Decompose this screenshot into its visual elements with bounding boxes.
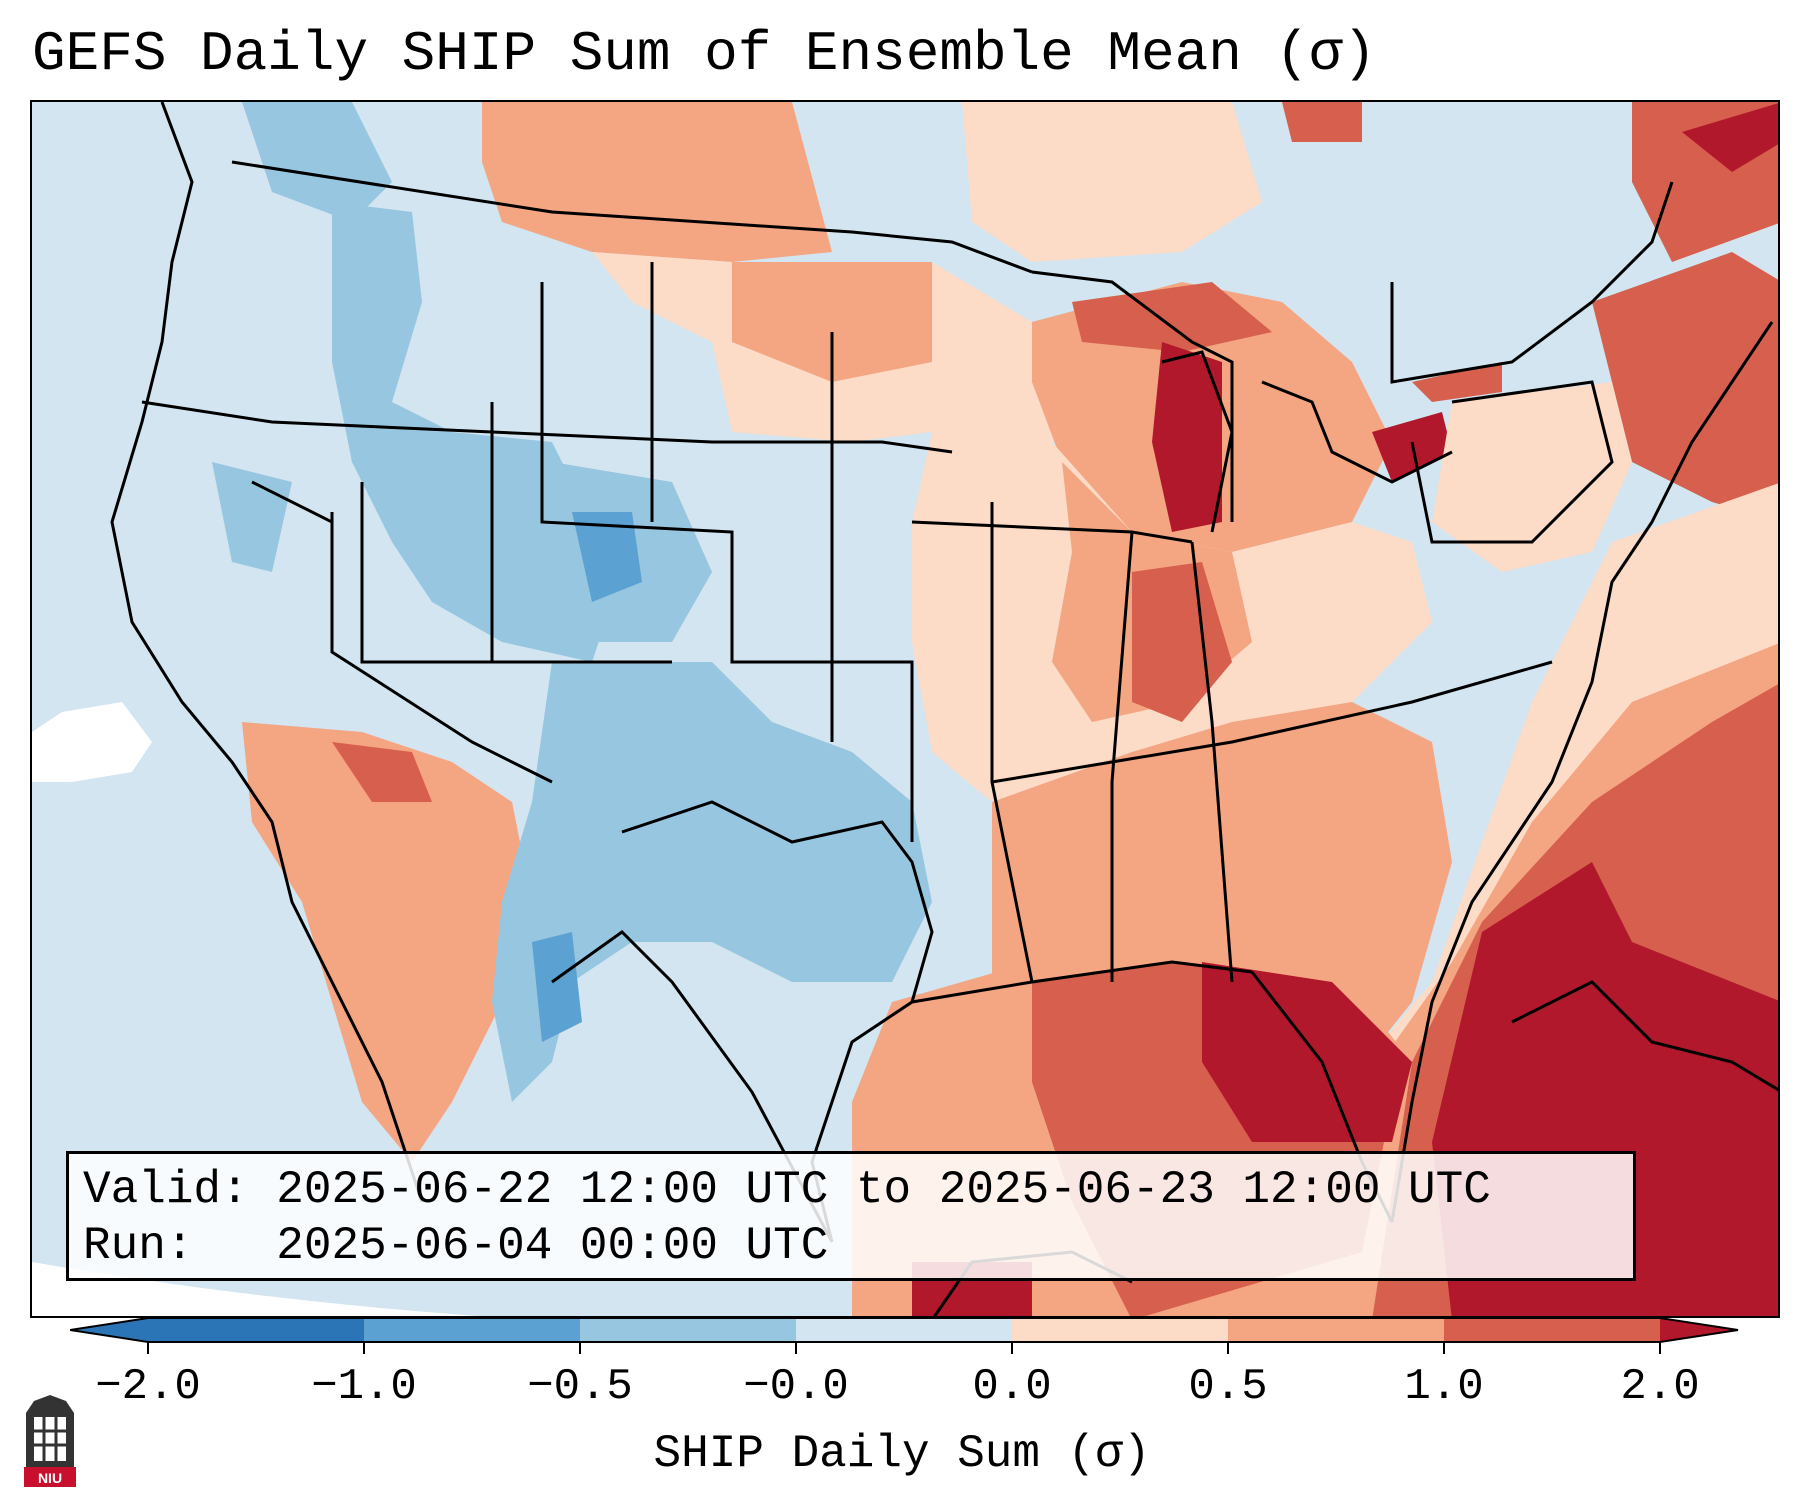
lake-michigan-west [1031, 270, 1234, 522]
lake-michigan-east [1161, 350, 1234, 533]
map-canvas [32, 102, 1778, 1316]
map-panel [30, 100, 1780, 1318]
logo-text: NIU [38, 1470, 62, 1486]
projection-edge [32, 1262, 477, 1316]
run-label: Run: [83, 1220, 194, 1272]
region-mid-atlantic [1432, 382, 1632, 572]
region-new-mexico-texas [492, 662, 932, 1102]
region-nevada [212, 462, 292, 572]
region-lake-michigan [1152, 342, 1222, 532]
michigan-erie [1261, 380, 1453, 484]
logo-banner [24, 1467, 76, 1487]
tick-label-2: −1.0 [311, 1362, 417, 1412]
ms-al [1110, 531, 1134, 982]
colorbar-bin-3 [580, 1318, 796, 1342]
region-hudson [1282, 102, 1362, 142]
colorbar-bin-5 [1012, 1318, 1228, 1342]
region-upper-michigan [1072, 282, 1272, 352]
valid-label: Valid: [83, 1164, 249, 1216]
region-bc-coast [242, 102, 392, 222]
colorbar-bin-2 [364, 1318, 580, 1342]
valid-value: 2025-06-22 12:00 UTC to 2025-06-23 12:00… [276, 1164, 1491, 1216]
colorbar-bin-4 [796, 1318, 1012, 1342]
texas-border [621, 800, 934, 1243]
region-gulf-dark [1202, 962, 1412, 1142]
colorbar-bin-6 [1228, 1318, 1444, 1342]
region-lake-ontario [1412, 362, 1502, 402]
region-sonora [332, 742, 432, 802]
mid-atlantic-lines [1410, 380, 1614, 544]
region-dakotas [732, 262, 932, 382]
kansas-oklahoma [732, 660, 914, 842]
state-line-2 [251, 480, 553, 784]
tick-label-7: 1.0 [1404, 1362, 1484, 1412]
bahamas-cuba [1511, 980, 1778, 1092]
tick-label-1: −2.0 [95, 1362, 201, 1412]
new-york-canada [1390, 181, 1674, 384]
region-northwest-mexico [242, 722, 532, 1162]
region-canada-prairies [482, 102, 832, 262]
region-idaho-wyoming [332, 202, 612, 662]
colorbar-extend-low [70, 1318, 148, 1342]
region-chihuahua-dark [532, 932, 582, 1042]
tn-nc [991, 660, 1553, 784]
al-ga [1190, 541, 1234, 983]
state-line-1 [141, 400, 953, 454]
tick-label-8: 2.0 [1620, 1362, 1700, 1412]
colorbar-extend-high [1660, 1318, 1738, 1342]
tick-label-5: 0.0 [972, 1362, 1052, 1412]
rio-grande [551, 930, 834, 1243]
colorbar-ticks [147, 1342, 1661, 1354]
niu-logo-icon: NIU [24, 1395, 76, 1487]
tick-label-6: 0.5 [1188, 1362, 1268, 1412]
run-value: 2025-06-04 00:00 UTC [276, 1220, 829, 1272]
region-pacific-white [32, 702, 152, 782]
west-coast [110, 102, 424, 1203]
gulf-coast [911, 960, 1253, 1004]
logo-windows [34, 1417, 66, 1461]
colorbar-label: SHIP Daily Sum (σ) [653, 1428, 1151, 1480]
map-title: GEFS Daily SHIP Sum of Ensemble Mean (σ) [32, 22, 1377, 86]
info-box: Valid: 2025-06-22 12:00 UTC to 2025-06-2… [66, 1151, 1636, 1281]
colorbar-bin-7 [1444, 1318, 1660, 1342]
region-new-england [1592, 252, 1778, 521]
east-coast [1390, 321, 1774, 1223]
region-colorado-dark [572, 512, 642, 602]
four-corners [360, 482, 672, 664]
region-canada-east [962, 102, 1262, 262]
canada-border [231, 160, 1033, 274]
colorbar [70, 1318, 1739, 1354]
region-canada-mid [792, 102, 972, 252]
tick-label-4: −0.0 [743, 1362, 849, 1412]
tick-label-3: −0.5 [527, 1362, 633, 1412]
colorbar-bin-1 [148, 1318, 364, 1342]
region-labrador-dark [1682, 103, 1778, 172]
